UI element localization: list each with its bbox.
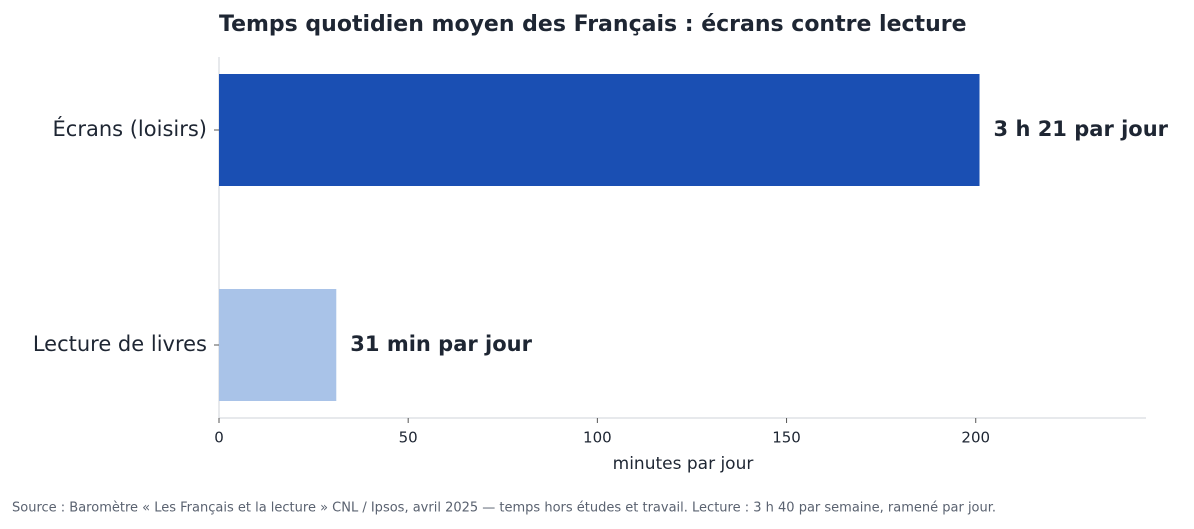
x-tick-label: 150: [772, 429, 801, 447]
bar: [219, 289, 337, 401]
x-tick-label: 100: [583, 429, 612, 447]
value-label: 31 min par jour: [350, 332, 532, 356]
source-note: Source : Baromètre « Les Français et la …: [12, 501, 996, 516]
x-tick-label: 50: [399, 429, 418, 447]
chart-title: Temps quotidien moyen des Français : écr…: [219, 12, 967, 37]
y-tick-label: Lecture de livres: [33, 332, 207, 356]
x-tick-label: 200: [961, 429, 990, 447]
value-label: 3 h 21 par jour: [994, 117, 1169, 141]
x-axis-label: minutes par jour: [613, 454, 754, 474]
x-tick-label: 0: [214, 429, 224, 447]
y-tick-label: Écrans (loisirs): [53, 116, 208, 141]
bar: [219, 74, 980, 186]
